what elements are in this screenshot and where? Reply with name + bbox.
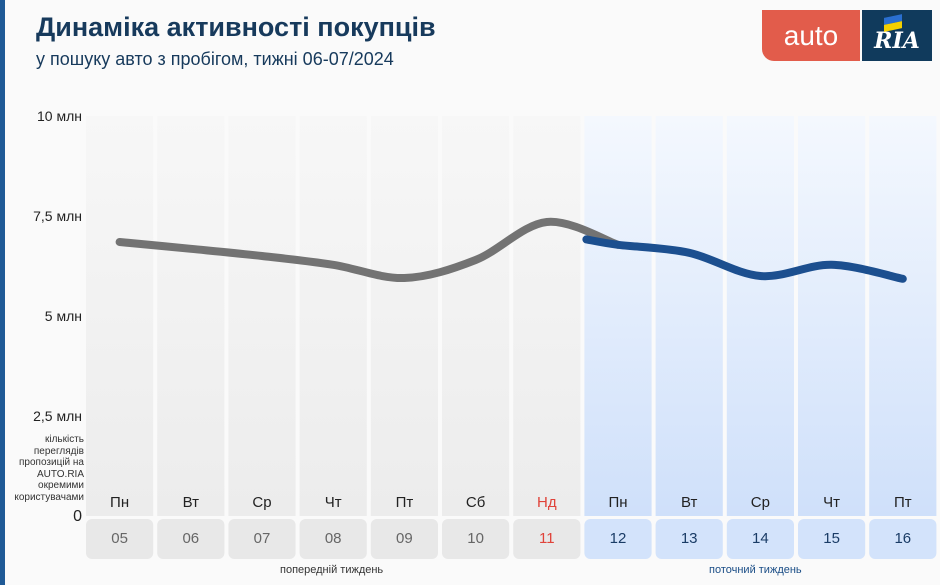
date-label: 16 xyxy=(894,530,911,547)
date-cell xyxy=(655,519,723,559)
day-label: Пн xyxy=(608,494,627,511)
date-label: 09 xyxy=(396,530,413,547)
date-cell xyxy=(86,519,154,559)
date-label: 14 xyxy=(752,530,769,547)
day-label: Пн xyxy=(110,494,129,511)
date-label: 06 xyxy=(182,530,199,547)
date-cell xyxy=(442,519,510,559)
day-column xyxy=(798,116,866,516)
autoria-logo: auto RIA xyxy=(762,10,932,61)
day-column xyxy=(370,116,438,516)
day-column xyxy=(869,116,937,516)
date-label: 05 xyxy=(111,530,128,547)
day-label: Ср xyxy=(751,494,770,511)
page-title: Динаміка активності покупців xyxy=(36,12,436,42)
date-cell xyxy=(869,519,937,559)
day-label: Ср xyxy=(252,494,271,511)
date-cell xyxy=(370,519,438,559)
y-tick-label: 7,5 млн xyxy=(33,208,82,224)
date-cell xyxy=(798,519,866,559)
day-label: Чт xyxy=(325,494,342,511)
date-label: 12 xyxy=(610,530,627,547)
day-column xyxy=(86,116,154,516)
y-tick-label: 2,5 млн xyxy=(33,408,82,424)
date-cell xyxy=(584,519,652,559)
day-label: Пт xyxy=(396,494,414,511)
day-label: Вт xyxy=(183,494,200,511)
date-cell xyxy=(157,519,225,559)
day-column xyxy=(442,116,510,516)
y-tick-label: 10 млн xyxy=(37,108,82,124)
day-column xyxy=(157,116,225,516)
day-column xyxy=(299,116,367,516)
day-column xyxy=(513,116,581,516)
previous-week-line xyxy=(115,217,622,283)
y-tick-label: 0 xyxy=(73,508,82,525)
current-week-line xyxy=(582,235,907,283)
y-tick-label: 5 млн xyxy=(45,308,82,324)
date-cell xyxy=(513,519,581,559)
day-label: Вт xyxy=(681,494,698,511)
date-label: 13 xyxy=(681,530,698,547)
date-label: 15 xyxy=(823,530,840,547)
day-column xyxy=(584,116,652,516)
previous-week-label: попередній тиждень xyxy=(280,564,384,576)
day-label: Сб xyxy=(466,494,485,511)
date-label: 07 xyxy=(254,530,271,547)
date-label: 11 xyxy=(539,530,555,547)
day-label: Пт xyxy=(894,494,912,511)
date-label: 10 xyxy=(467,530,484,547)
page-subtitle: у пошуку авто з пробігом, тижні 06-07/20… xyxy=(36,49,394,69)
day-column xyxy=(228,116,296,516)
date-cell xyxy=(299,519,367,559)
day-column xyxy=(655,116,723,516)
y-axis-note: кількість переглядів пропозицій на AUTO.… xyxy=(14,434,84,503)
current-week-label: поточний тиждень xyxy=(709,564,802,576)
date-label: 08 xyxy=(325,530,342,547)
day-column xyxy=(726,116,794,516)
date-cell xyxy=(228,519,296,559)
logo-auto: auto xyxy=(762,10,860,61)
accent-bar xyxy=(0,0,5,585)
date-cell xyxy=(726,519,794,559)
day-label: Нд xyxy=(537,494,557,511)
day-label: Чт xyxy=(823,494,840,511)
